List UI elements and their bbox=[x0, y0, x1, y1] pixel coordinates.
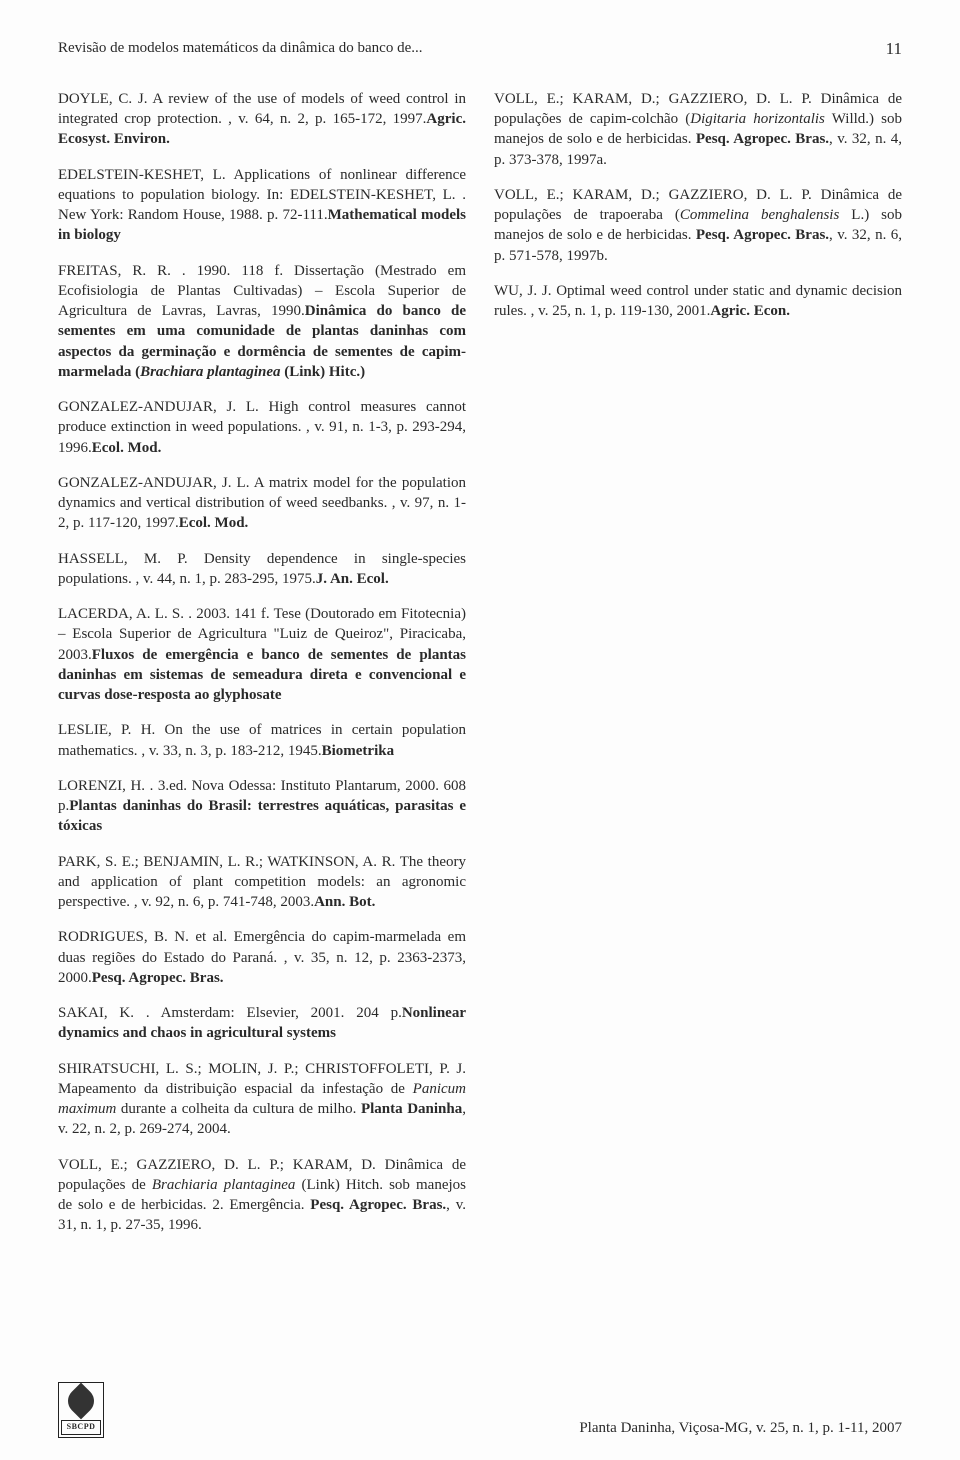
reference-entry: PARK, S. E.; BENJAMIN, L. R.; WATKINSON,… bbox=[58, 852, 466, 913]
footer-citation: Planta Daninha, Viçosa-MG, v. 25, n. 1, … bbox=[579, 1418, 902, 1438]
sbcpd-logo: SBCPD bbox=[58, 1382, 104, 1438]
reference-entry: EDELSTEIN-KESHET, L. Applications of non… bbox=[58, 165, 466, 246]
references-columns: DOYLE, C. J. A review of the use of mode… bbox=[58, 89, 902, 1319]
reference-entry: FREITAS, R. R. . 1990. 118 f. Dissertaçã… bbox=[58, 261, 466, 383]
page-footer: SBCPD Planta Daninha, Viçosa-MG, v. 25, … bbox=[58, 1382, 902, 1438]
logo-text: SBCPD bbox=[61, 1420, 101, 1435]
reference-entry: RODRIGUES, B. N. et al. Emergência do ca… bbox=[58, 927, 466, 988]
reference-entry: SHIRATSUCHI, L. S.; MOLIN, J. P.; CHRIST… bbox=[58, 1059, 466, 1140]
reference-entry: HASSELL, M. P. Density dependence in sin… bbox=[58, 549, 466, 590]
reference-entry: DOYLE, C. J. A review of the use of mode… bbox=[58, 89, 466, 150]
reference-entry: GONZALEZ-ANDUJAR, J. L. A matrix model f… bbox=[58, 473, 466, 534]
page-header: Revisão de modelos matemáticos da dinâmi… bbox=[58, 38, 902, 61]
page-number: 11 bbox=[886, 38, 902, 61]
reference-entry: VOLL, E.; GAZZIERO, D. L. P.; KARAM, D. … bbox=[58, 1155, 466, 1236]
reference-entry: VOLL, E.; KARAM, D.; GAZZIERO, D. L. P. … bbox=[494, 89, 902, 170]
reference-entry: SAKAI, K. . Amsterdam: Elsevier, 2001. 2… bbox=[58, 1003, 466, 1044]
running-title: Revisão de modelos matemáticos da dinâmi… bbox=[58, 38, 422, 61]
reference-entry: VOLL, E.; KARAM, D.; GAZZIERO, D. L. P. … bbox=[494, 185, 902, 266]
reference-entry: GONZALEZ-ANDUJAR, J. L. High control mea… bbox=[58, 397, 466, 458]
reference-entry: LESLIE, P. H. On the use of matrices in … bbox=[58, 720, 466, 761]
reference-entry: WU, J. J. Optimal weed control under sta… bbox=[494, 281, 902, 322]
reference-entry: LORENZI, H. . 3.ed. Nova Odessa: Institu… bbox=[58, 776, 466, 837]
reference-entry: LACERDA, A. L. S. . 2003. 141 f. Tese (D… bbox=[58, 604, 466, 705]
leaf-icon bbox=[63, 1383, 100, 1420]
